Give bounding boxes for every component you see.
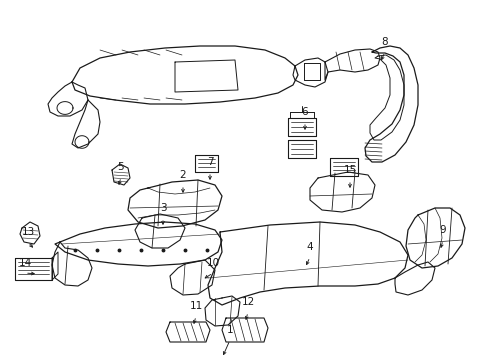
Polygon shape: [175, 60, 238, 92]
Polygon shape: [195, 155, 218, 172]
Polygon shape: [287, 118, 315, 136]
Text: 5: 5: [118, 162, 124, 172]
Polygon shape: [20, 222, 40, 244]
Text: 13: 13: [21, 227, 35, 237]
Polygon shape: [309, 172, 374, 212]
Polygon shape: [287, 140, 315, 158]
Text: 14: 14: [19, 258, 32, 268]
Text: 2: 2: [179, 170, 186, 180]
Text: 12: 12: [241, 297, 254, 307]
Polygon shape: [112, 164, 130, 185]
Polygon shape: [135, 214, 184, 248]
Polygon shape: [165, 322, 209, 342]
Polygon shape: [52, 242, 92, 286]
Text: 9: 9: [439, 225, 446, 235]
Polygon shape: [55, 222, 222, 266]
Polygon shape: [292, 58, 327, 87]
Text: 8: 8: [381, 37, 387, 47]
Polygon shape: [369, 55, 403, 140]
Polygon shape: [72, 46, 297, 104]
Polygon shape: [48, 82, 88, 116]
Text: 15: 15: [343, 165, 356, 175]
Polygon shape: [52, 252, 58, 280]
Polygon shape: [72, 100, 100, 148]
Text: 4: 4: [306, 242, 313, 252]
Polygon shape: [222, 318, 267, 342]
Polygon shape: [15, 258, 52, 280]
Polygon shape: [204, 296, 240, 326]
Text: 7: 7: [206, 157, 213, 167]
Text: 10: 10: [206, 258, 219, 268]
Polygon shape: [364, 46, 417, 162]
Polygon shape: [325, 49, 379, 80]
Polygon shape: [304, 63, 319, 80]
Text: 6: 6: [301, 107, 307, 117]
Text: 1: 1: [226, 325, 233, 335]
Polygon shape: [405, 208, 464, 268]
Text: 11: 11: [189, 301, 202, 311]
Text: 3: 3: [160, 203, 166, 213]
Polygon shape: [170, 260, 215, 295]
Polygon shape: [394, 262, 434, 295]
Polygon shape: [207, 222, 407, 305]
Polygon shape: [128, 180, 222, 228]
Polygon shape: [329, 158, 357, 176]
